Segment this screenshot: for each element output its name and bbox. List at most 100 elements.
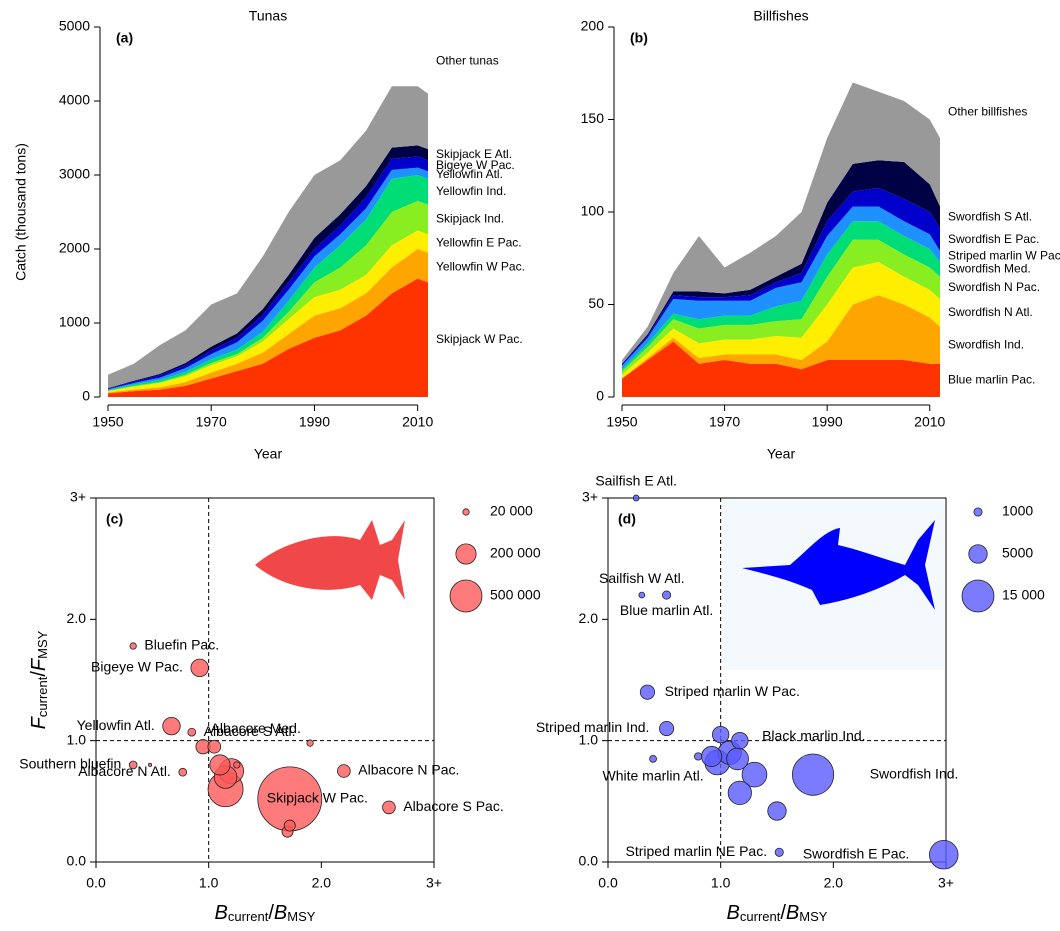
bubble-label: Striped marlin W Pac. <box>665 683 800 699</box>
bubble <box>383 801 396 814</box>
label-part: B <box>274 902 287 924</box>
x-tick-label: 1.0 <box>199 875 219 891</box>
legend-bubble <box>456 544 476 564</box>
series-label: Yellowfin E Pac. <box>436 236 522 250</box>
x-tick-label: 0.0 <box>598 875 618 891</box>
series-label: Swordfish Med. <box>948 262 1031 276</box>
legend-bubble <box>962 580 994 612</box>
series-label: Yellowfin Ind. <box>436 184 506 198</box>
series-label: Swordfish N Pac. <box>948 280 1040 294</box>
x-axis-title: Year <box>254 446 283 462</box>
series-label: Swordfish E Pac. <box>948 232 1039 246</box>
subscript: MSY <box>287 909 316 924</box>
legend-label: 5000 <box>1002 545 1033 561</box>
bubble <box>337 765 350 778</box>
series-label: Swordfish N Atl. <box>948 305 1033 319</box>
y-tick-label: 3+ <box>582 489 598 505</box>
bubble-label: Yellowfin Atl. <box>77 717 155 733</box>
bubble <box>659 721 673 735</box>
series-label: Skipjack Ind. <box>436 212 504 226</box>
bubble <box>728 781 751 804</box>
bubble <box>307 740 313 746</box>
y-axis-title: Fcurrent/FMSY <box>28 630 50 729</box>
bubble <box>712 726 729 743</box>
bubble <box>650 755 657 762</box>
bubble-label: Black marlin Ind. <box>762 727 865 743</box>
bubble <box>284 820 295 831</box>
bubble-label: Swordfish Ind. <box>870 765 959 781</box>
x-tick-label: 2.0 <box>312 875 332 891</box>
y-tick-label: 1.0 <box>67 731 87 747</box>
x-tick-label: 2.0 <box>824 875 844 891</box>
y-tick-label: 4000 <box>59 92 90 108</box>
bubble <box>208 740 221 753</box>
bubble <box>640 685 654 699</box>
x-axis-title: Bcurrent/BMSY <box>215 902 316 924</box>
x-tick-label: 1990 <box>299 414 330 430</box>
y-tick-label: 2.0 <box>579 610 599 626</box>
y-tick-label: 0 <box>596 388 604 404</box>
series-label: Other billfishes <box>948 104 1027 118</box>
x-axis-title: Bcurrent/BMSY <box>727 902 828 924</box>
subscript: current <box>740 909 781 924</box>
y-axis-title: Catch (thousand tons) <box>13 143 29 281</box>
bubble-label: Sailfish W Atl. <box>599 570 685 586</box>
x-tick-label: 1970 <box>709 414 740 430</box>
y-tick-label: 50 <box>588 295 604 311</box>
bubble-label: Skipjack W Pac. <box>267 790 368 806</box>
y-tick-label: 150 <box>581 110 605 126</box>
bubble <box>662 591 670 599</box>
x-tick-label: 1970 <box>196 414 227 430</box>
legend-bubble <box>974 508 982 516</box>
label-part: B <box>786 902 799 924</box>
subscript: MSY <box>35 630 50 659</box>
bubble-label: Bigeye W Pac. <box>91 659 183 675</box>
bubble-label: Albacore N Atl. <box>78 763 171 779</box>
legend-label: 15 000 <box>1002 587 1045 603</box>
x-tick-label: 1950 <box>92 414 123 430</box>
x-tick-label: 2010 <box>914 414 945 430</box>
bubble-label: Albacore N Pac. <box>358 762 459 778</box>
panel-label: (d) <box>618 511 636 527</box>
y-tick-label: 3000 <box>59 166 90 182</box>
chart-title: Billfishes <box>753 8 808 24</box>
bubble <box>929 840 958 869</box>
bubble <box>188 728 196 736</box>
bubble <box>694 753 701 760</box>
series-label: Swordfish S Atl. <box>948 210 1032 224</box>
y-tick-label: 0.0 <box>579 853 599 869</box>
bubble-label: Striped marlin Ind. <box>536 719 650 735</box>
y-tick-label: 1000 <box>59 314 90 330</box>
bubble <box>775 848 783 856</box>
label-part: B <box>727 902 740 924</box>
chart-title: Tunas <box>249 8 287 24</box>
legend-label: 200 000 <box>490 545 541 561</box>
bubble <box>633 495 639 501</box>
legend-bubble <box>969 545 987 563</box>
bubble-label: Blue marlin Atl. <box>620 602 713 618</box>
series-label: Yellowfin W Pac. <box>436 260 525 274</box>
legend-bubble <box>450 580 482 612</box>
x-tick-label: 3+ <box>426 875 442 891</box>
x-tick-label: 1990 <box>812 414 843 430</box>
bubble-label: Swordfish E Pac. <box>803 845 910 861</box>
x-tick-label: 3+ <box>938 875 954 891</box>
bubble <box>191 659 209 677</box>
legend-label: 1000 <box>1002 503 1033 519</box>
series-label: Skipjack W Pac. <box>436 332 523 346</box>
bubble <box>768 802 786 820</box>
y-tick-label: 2000 <box>59 240 90 256</box>
series-label: Skipjack E Atl. <box>436 147 512 161</box>
x-tick-label: 1.0 <box>711 875 731 891</box>
bubble <box>727 748 749 770</box>
panel-label: (a) <box>116 30 133 46</box>
panel-label: (c) <box>106 511 123 527</box>
y-tick-label: 2.0 <box>67 610 87 626</box>
bubble-label: Striped marlin NE Pac. <box>626 843 768 859</box>
bubble <box>639 592 645 598</box>
x-tick-label: 2010 <box>402 414 433 430</box>
bubble-label: Albacore S Pac. <box>403 798 503 814</box>
tuna-silhouette <box>255 520 405 600</box>
y-tick-label: 3+ <box>70 489 86 505</box>
bubble <box>210 755 230 775</box>
